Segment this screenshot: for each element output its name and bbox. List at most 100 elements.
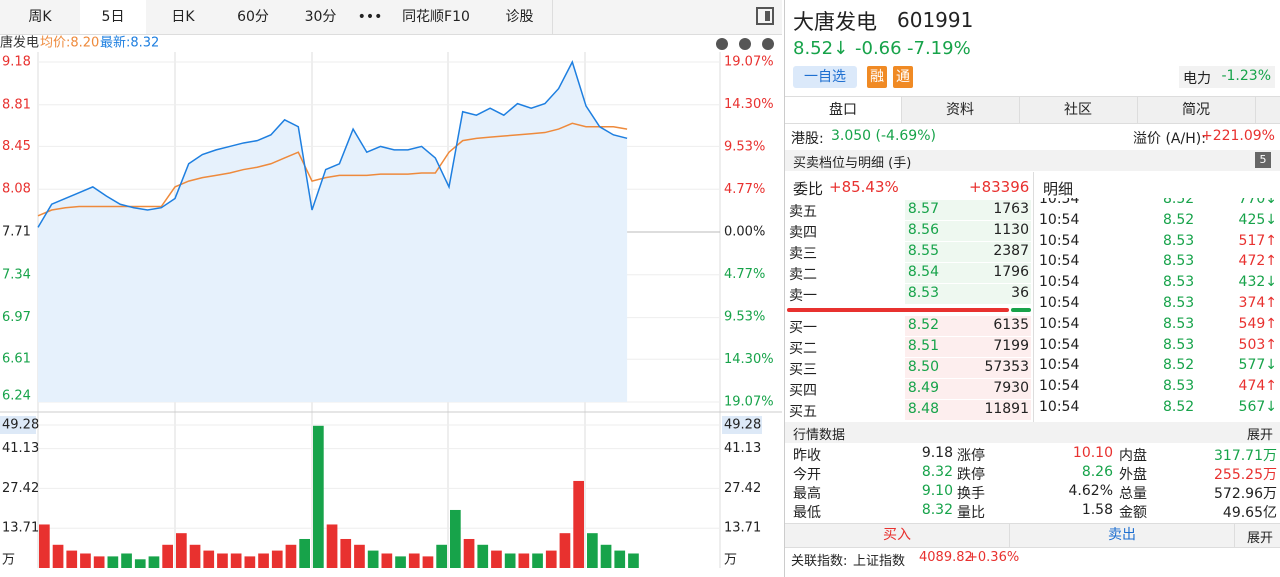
volume-bar: [134, 559, 146, 568]
label-bg: [722, 416, 762, 434]
level-volume: 36: [1011, 285, 1029, 301]
volume-bar: [39, 524, 50, 568]
y-tick-label: 6.97: [2, 310, 31, 325]
quote-value: 4.62%: [1068, 483, 1113, 499]
expand[interactable]: 展开: [1246, 428, 1273, 443]
index-label: 关联指数:: [791, 554, 848, 569]
layout-toggle[interactable]: [756, 7, 774, 25]
level: 买四: [789, 383, 817, 399]
level-price: 8.51: [907, 338, 939, 354]
trade-volume: 374↑: [1238, 295, 1277, 311]
detail-label: 明细: [1043, 180, 1074, 198]
unit-label: 万: [2, 553, 15, 568]
legend-entry: 最新:8.32: [100, 35, 159, 51]
stock-name: 大唐发电: [793, 10, 877, 34]
book-row-bg: [905, 316, 1031, 336]
panel-tab[interactable]: 盘口: [785, 97, 902, 123]
quote-value: 8.32: [921, 464, 953, 480]
y-tick-label: 27.42: [2, 481, 39, 496]
trade-price: 8.52: [1163, 211, 1195, 228]
level-price: 8.54: [907, 264, 939, 280]
tab[interactable]: 同花顺F10: [385, 0, 488, 34]
volume-bar: [285, 544, 297, 568]
trade-volume: 425↓: [1238, 211, 1277, 228]
level-volume: 7199: [993, 338, 1029, 354]
trade-time: 10:54: [1039, 253, 1080, 270]
badge[interactable]: 融: [867, 66, 887, 88]
volume-bar: [93, 556, 105, 568]
quote-value: 8.26: [1081, 464, 1113, 480]
index-value: 4089.82: [919, 550, 973, 565]
settings[interactable]: [762, 38, 774, 50]
section-bar: [785, 150, 1280, 171]
volume-bar: [587, 533, 598, 568]
tab[interactable]: 30分: [286, 0, 356, 34]
volume-bar: [230, 553, 242, 568]
tab[interactable]: 诊股: [487, 0, 553, 34]
sell-button[interactable]: 卖出: [1010, 524, 1235, 547]
y-tick-label: 13.71: [2, 521, 39, 536]
quote-label: 内盘: [1119, 448, 1147, 464]
volume-bar: [545, 550, 557, 568]
level: 买一: [789, 320, 817, 336]
volume-bar: [66, 550, 78, 568]
zoom-in[interactable]: [716, 38, 728, 50]
volume-bar: [559, 533, 571, 568]
y2-tick-label: 9.53%: [724, 140, 765, 155]
volume-bar: [491, 550, 502, 568]
quote-label: 最低: [793, 505, 821, 521]
level: 买三: [789, 362, 817, 378]
volume-bar: [340, 538, 352, 568]
watch-button[interactable]: 一自选: [793, 66, 857, 88]
level-price: 8.53: [907, 285, 939, 301]
tab[interactable]: 60分: [220, 0, 287, 34]
book-row-bg: [905, 221, 1031, 241]
index-pct: +0.36%: [967, 550, 1020, 565]
quote-value: 9.18: [921, 445, 953, 461]
level-volume: 6135: [993, 317, 1029, 333]
panel-tab[interactable]: 社区: [1019, 97, 1138, 123]
sector-pct: -1.23%: [1221, 68, 1271, 84]
tab[interactable]: 周K: [0, 0, 81, 34]
sector-chip[interactable]: 电力 -1.23%: [1179, 66, 1275, 88]
volume-bar: [381, 553, 393, 568]
trade-price: 8.53: [1163, 295, 1195, 311]
y2-tick-label: 19.07%: [724, 55, 774, 70]
y-tick-label: 8.81: [2, 97, 31, 112]
level: 卖三: [789, 246, 817, 262]
panel-tab[interactable]: 资料: [901, 97, 1020, 123]
y2-tick-label: 14.30%: [724, 352, 774, 367]
y2-tick-label: 27.42: [724, 481, 761, 496]
y2-tick-label: 14.30%: [724, 97, 774, 112]
y-tick-label: 6.61: [2, 352, 31, 367]
price-area: [38, 62, 628, 402]
trade-price: 8.53: [1163, 315, 1195, 332]
quote-value: 10.10: [1072, 445, 1113, 461]
volume-bar: [148, 556, 160, 568]
level-price: 8.57: [907, 201, 939, 217]
y2-tick-label: 13.71: [724, 521, 761, 536]
panel-tab[interactable]: 简况: [1137, 97, 1256, 123]
quote-label: 总量: [1119, 486, 1147, 502]
badge[interactable]: 通: [893, 66, 913, 88]
buy-button[interactable]: 买入: [785, 524, 1010, 547]
volume-bar: [463, 538, 475, 568]
volume-bar: [80, 553, 91, 568]
series-line: [37, 122, 628, 217]
y-tick-label: 49.28: [2, 418, 39, 433]
quote-value: 9.10: [921, 483, 953, 499]
expand[interactable]: 展开: [1246, 531, 1273, 546]
tab[interactable]: •••: [355, 0, 386, 34]
volume-bar: [573, 480, 584, 568]
tab[interactable]: 日K: [146, 0, 221, 34]
chart-area: 唐发电 均价:8.20 最新:8.32 9.18 8.81 8.45 8.08 7.71 7.3…: [0, 35, 782, 568]
volume-bar: [450, 509, 461, 568]
badge: 5: [1255, 152, 1271, 168]
tab[interactable]: 5日: [80, 0, 147, 34]
trade-price: 8.53: [1163, 378, 1195, 395]
zoom-out[interactable]: [739, 38, 751, 50]
quote-label: 跌停: [957, 467, 985, 483]
volume-bar: [326, 524, 338, 568]
trade-time: 10:54: [1039, 336, 1080, 353]
